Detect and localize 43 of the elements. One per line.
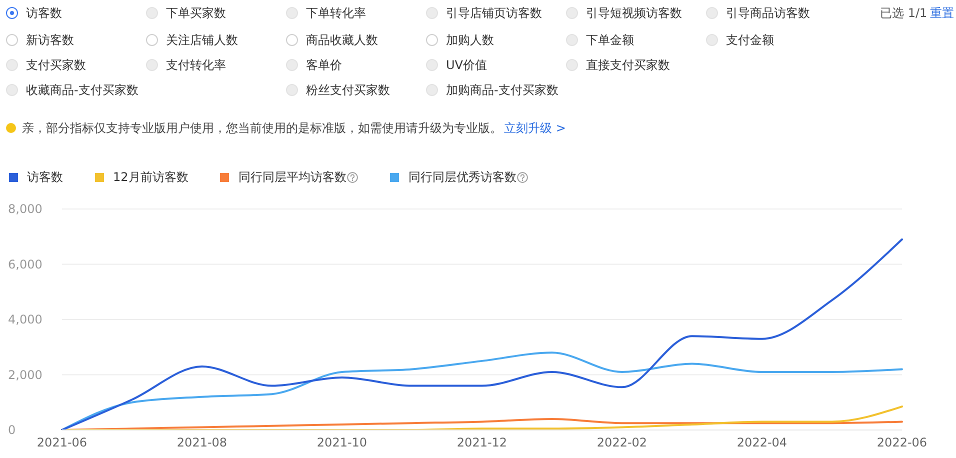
line-series — [61, 352, 903, 430]
line-series — [61, 238, 903, 430]
text: 下单买家数 — [166, 5, 226, 21]
x-tick-label: 2021-08 — [176, 436, 228, 450]
text: 直接支付买家数 — [586, 56, 670, 72]
legend-label: 访客数 — [27, 169, 63, 185]
text: 粉丝支付买家数 — [306, 82, 390, 98]
text: 加购人数 — [446, 32, 494, 48]
text: 商品收藏人数 — [306, 32, 378, 48]
text: 引导短视频访客数 — [586, 5, 682, 21]
y-tick-label: 8,000 — [8, 202, 42, 216]
text: 立刻升级 > — [504, 120, 566, 136]
text: 关注店铺人数 — [166, 32, 238, 48]
text: 支付金额 — [726, 32, 774, 48]
y-tick-label: 0 — [8, 423, 16, 438]
text: 支付转化率 — [166, 56, 226, 72]
text: 访客数 — [26, 5, 62, 21]
text: 客单价 — [306, 56, 342, 72]
text: 下单转化率 — [306, 5, 366, 21]
text: 重置 — [930, 5, 954, 21]
x-tick-label: 2021-10 — [316, 436, 368, 450]
text: UV价值 — [446, 56, 487, 72]
line-series — [61, 418, 903, 430]
legend-label: 同行同层平均访客数 — [238, 169, 346, 185]
text: 加购商品-支付买家数 — [446, 82, 558, 98]
y-tick-label: 6,000 — [8, 257, 42, 272]
text: 引导店铺页访客数 — [446, 5, 542, 21]
text: 支付买家数 — [26, 56, 86, 72]
text: 已选 1/1 — [880, 5, 928, 21]
legend-label: 12月前访客数 — [113, 169, 188, 185]
x-tick-label: 2022-02 — [596, 436, 648, 450]
legend-label: 同行同层优秀访客数 — [408, 169, 516, 185]
x-tick-label: 2022-06 — [876, 436, 928, 450]
text: 亲，部分指标仅支持专业版用户使用，您当前使用的是标准版，如需使用请升级为专业版。 — [22, 120, 502, 136]
y-tick-label: 4,000 — [8, 312, 42, 327]
text: 新访客数 — [26, 32, 74, 48]
x-tick-label: 2021-06 — [36, 436, 88, 450]
x-tick-label: 2022-04 — [736, 436, 788, 450]
y-tick-label: 2,000 — [8, 368, 42, 382]
text: 下单金额 — [586, 32, 634, 48]
text: 收藏商品-支付买家数 — [26, 82, 138, 98]
x-tick-label: 2021-12 — [456, 436, 508, 450]
text: 引导商品访客数 — [726, 5, 810, 21]
